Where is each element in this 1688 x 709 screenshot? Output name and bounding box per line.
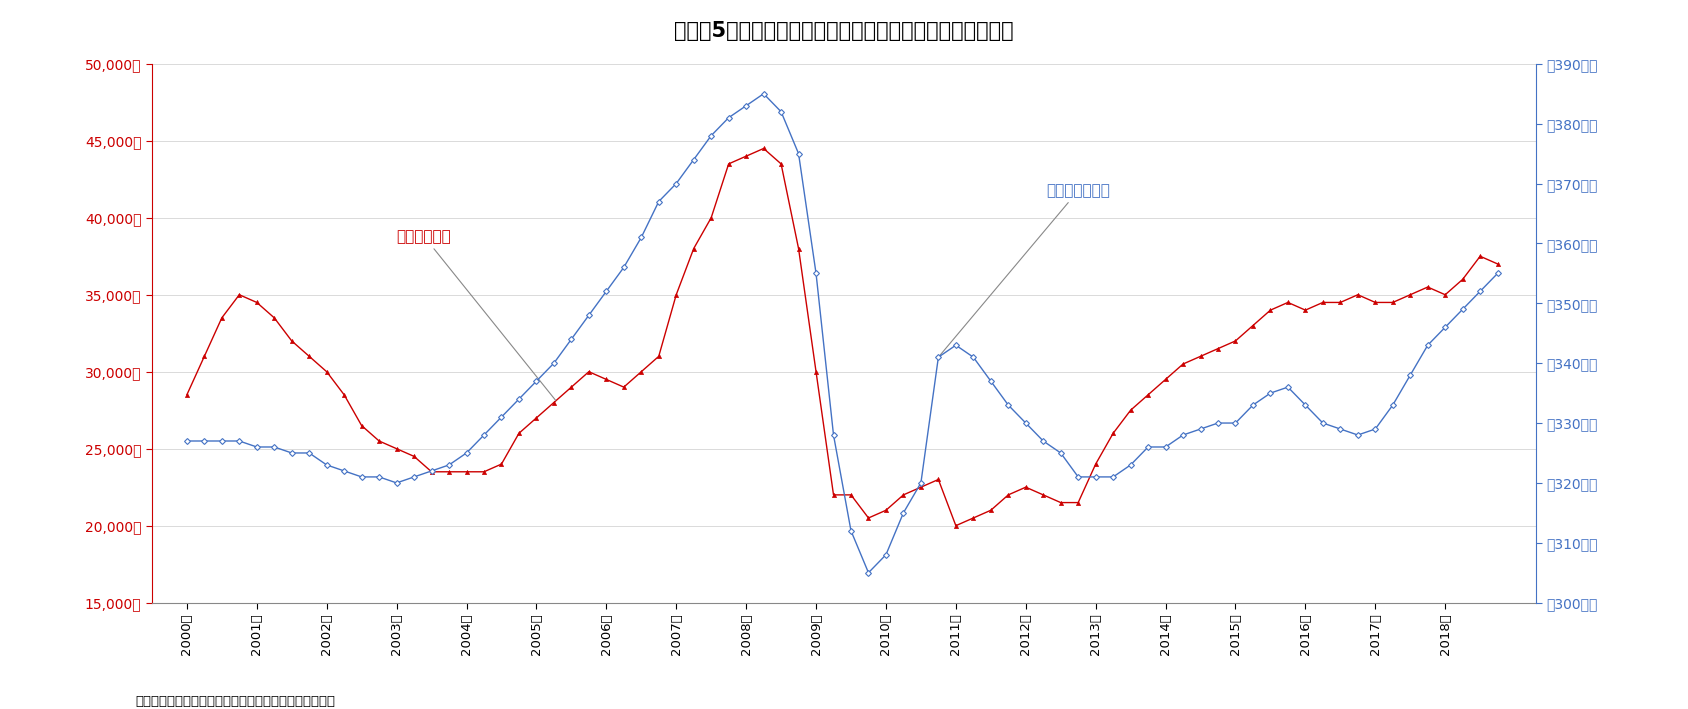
Text: （出所）三幸エステート・ニッセイ基礎研究所、財務省: （出所）三幸エステート・ニッセイ基礎研究所、財務省 <box>135 696 334 708</box>
Text: 図表－5　東京都心部ａクラスビルの成約賃料と企業売上高: 図表－5 東京都心部ａクラスビルの成約賃料と企業売上高 <box>674 21 1014 41</box>
Text: 賃料（左軸）: 賃料（左軸） <box>397 229 555 401</box>
Text: 売上高（右軸）: 売上高（右軸） <box>940 183 1111 355</box>
